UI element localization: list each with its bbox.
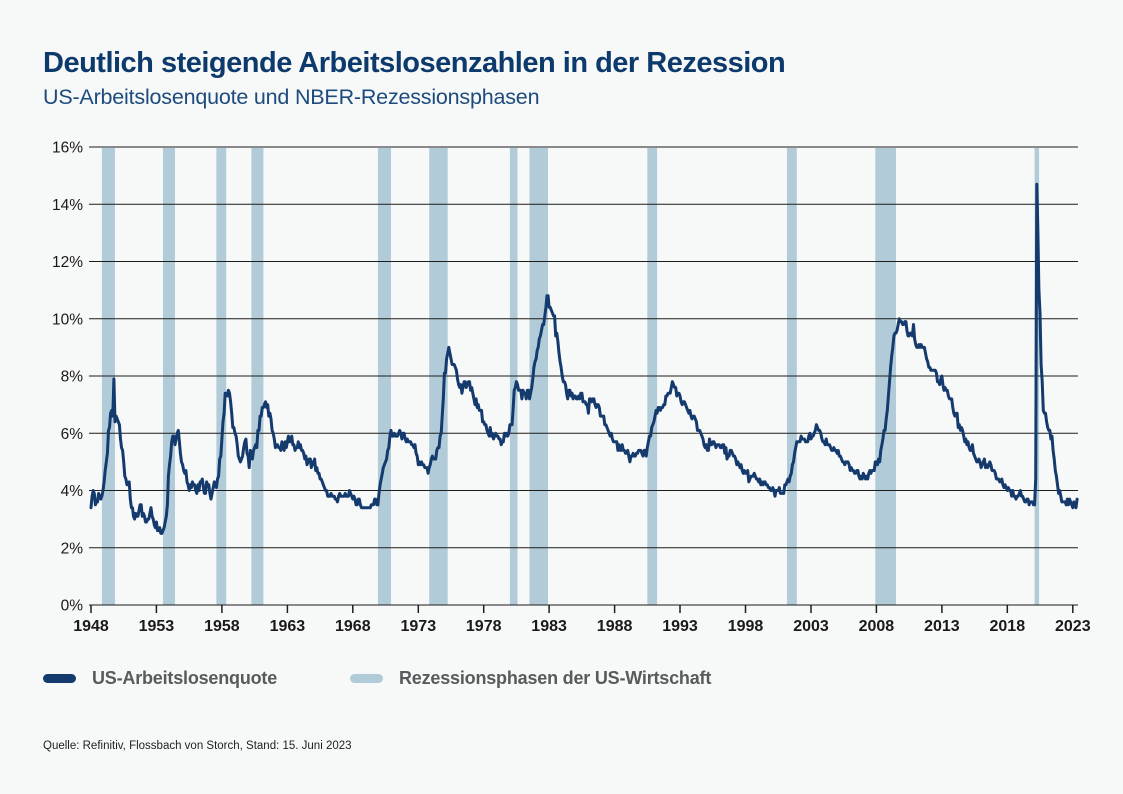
y-axis-label: 10% — [52, 311, 83, 328]
page-title: Deutlich steigende Arbeitslosenzahlen in… — [43, 47, 786, 79]
legend-item-unemployment: US-Arbeitslosenquote — [43, 668, 277, 689]
page-subtitle: US-Arbeitslosenquote und NBER-Rezessions… — [43, 84, 540, 109]
x-axis-label: 1953 — [139, 618, 175, 635]
unemployment-line — [89, 182, 1079, 535]
x-axis-label: 1973 — [401, 618, 437, 635]
y-axis-label: 16% — [52, 140, 83, 157]
x-axis-label: 2023 — [1055, 618, 1091, 635]
y-axis-label: 12% — [52, 254, 83, 271]
x-axis-label: 2003 — [793, 618, 829, 635]
y-axis-label: 14% — [52, 197, 83, 214]
recession-band-swatch-icon — [350, 674, 383, 683]
x-axis-label: 1998 — [728, 618, 764, 635]
x-axis-label: 1948 — [73, 618, 109, 635]
x-axis-label: 1983 — [531, 618, 567, 635]
unemployment-line-swatch-icon — [43, 674, 76, 683]
legend-item-recession: Rezessionsphasen der US-Wirtschaft — [350, 668, 711, 689]
y-axis-label: 4% — [61, 483, 84, 500]
legend-label-unemployment: US-Arbeitslosenquote — [92, 668, 278, 688]
x-axis-label: 2008 — [859, 618, 895, 635]
source-note: Quelle: Refinitiv, Flossbach von Storch,… — [43, 740, 352, 752]
x-axis-label: 2018 — [990, 618, 1026, 635]
chart-header: Deutlich steigende Arbeitslosenzahlen in… — [43, 47, 786, 110]
y-axis-label: 8% — [61, 369, 84, 386]
y-axis-label: 0% — [61, 598, 84, 615]
x-axis-label: 1958 — [204, 618, 240, 635]
y-axis-label: 6% — [61, 426, 84, 443]
x-axis-label: 1993 — [662, 618, 698, 635]
chart-legend: US-Arbeitslosenquote Rezessionsphasen de… — [43, 668, 1083, 694]
legend-label-recession: Rezessionsphasen der US-Wirtschaft — [399, 668, 712, 688]
x-axis-label: 2013 — [924, 618, 960, 635]
y-axis-label: 2% — [61, 540, 84, 557]
x-axis-label: 1978 — [466, 618, 502, 635]
x-axis-label: 1963 — [270, 618, 306, 635]
x-axis-label: 1988 — [597, 618, 633, 635]
x-axis-label: 1968 — [335, 618, 371, 635]
